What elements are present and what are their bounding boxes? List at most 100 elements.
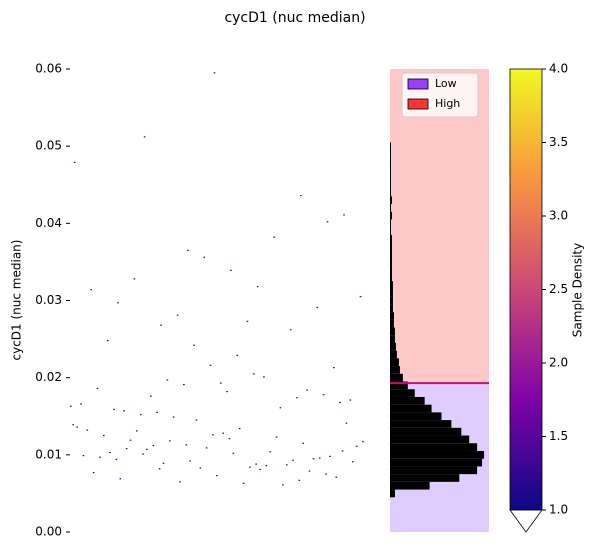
point [103, 434, 105, 437]
point [249, 466, 251, 468]
point [205, 447, 208, 449]
histogram-bar [390, 242, 392, 251]
point [70, 405, 72, 407]
point [193, 344, 195, 346]
point [146, 448, 148, 451]
point [306, 389, 308, 391]
point [129, 439, 132, 441]
point [213, 72, 216, 74]
histogram-bar [390, 404, 432, 413]
point [279, 407, 282, 409]
y-tick-label: 0.03 [35, 293, 62, 307]
high-region [390, 69, 489, 384]
point [242, 482, 245, 484]
point [160, 324, 162, 326]
point [269, 451, 272, 453]
point [289, 329, 292, 331]
point [255, 463, 257, 465]
histogram-bar [390, 412, 442, 421]
point [263, 376, 265, 378]
histogram-bar [390, 335, 395, 343]
histogram-bar [390, 196, 392, 205]
point [335, 476, 338, 478]
histogram-bar [390, 180, 391, 189]
histogram-bar [390, 474, 460, 482]
point [318, 457, 321, 459]
point [246, 320, 249, 322]
point [80, 403, 82, 405]
point [296, 397, 298, 399]
legend-swatch [407, 98, 429, 110]
point [341, 450, 344, 452]
point [189, 460, 191, 462]
legend-label: High [435, 97, 460, 110]
histogram-bar [390, 288, 393, 297]
point [362, 441, 364, 443]
histogram-bar [390, 327, 395, 336]
point [76, 426, 78, 428]
colorbar-tick-label: 2.5 [549, 282, 568, 296]
point [162, 462, 165, 464]
histogram-bar [390, 250, 392, 259]
point [139, 414, 142, 416]
point [150, 395, 152, 397]
histogram-bar [390, 281, 393, 289]
histogram-bar [390, 312, 394, 320]
histogram-bar [390, 450, 485, 459]
point [166, 379, 169, 381]
point [351, 461, 354, 463]
y-tick-label: 0.00 [35, 525, 62, 539]
point [325, 473, 327, 475]
point [256, 286, 259, 288]
point [199, 467, 202, 469]
histogram-bar [390, 342, 396, 351]
colorbar-extension [509, 509, 543, 533]
histogram-bar [390, 481, 430, 490]
point [216, 475, 218, 477]
histogram-bar [390, 265, 392, 274]
histogram-bar [390, 458, 483, 467]
point [109, 451, 111, 454]
point [339, 401, 341, 403]
point [209, 364, 212, 366]
histogram-bar [390, 420, 452, 428]
point [232, 452, 235, 454]
point [316, 306, 319, 309]
point [273, 236, 275, 238]
point [312, 458, 315, 460]
histogram-bar [390, 296, 393, 305]
histogram-bar [390, 489, 395, 498]
histogram-bar [390, 211, 392, 220]
colorbar-tick-label: 3.5 [549, 135, 568, 149]
point [185, 444, 188, 446]
point [115, 458, 118, 461]
point [179, 481, 181, 483]
point [142, 453, 144, 455]
point [125, 448, 128, 450]
histogram-bar [390, 443, 478, 451]
point [298, 479, 301, 481]
point [326, 221, 329, 223]
point [133, 278, 136, 280]
histogram-bar [390, 358, 399, 367]
point [282, 484, 284, 486]
point [90, 289, 93, 291]
point [156, 411, 158, 413]
point [113, 408, 115, 410]
colorbar-tick-label: 4.0 [549, 62, 568, 76]
point [203, 256, 206, 258]
y-tick-label: 0.05 [35, 139, 62, 153]
histogram-bar [390, 319, 394, 328]
point [186, 249, 189, 251]
point [259, 468, 261, 471]
point [86, 429, 89, 431]
histogram-bar [390, 381, 408, 390]
histogram-bar [390, 396, 425, 405]
histogram-bar [390, 173, 391, 181]
point [285, 464, 288, 466]
point [143, 136, 146, 138]
histogram-bar [390, 350, 397, 359]
histogram-bar [390, 427, 462, 436]
histogram-bar [390, 389, 415, 397]
y-tick-label: 0.06 [35, 62, 62, 76]
